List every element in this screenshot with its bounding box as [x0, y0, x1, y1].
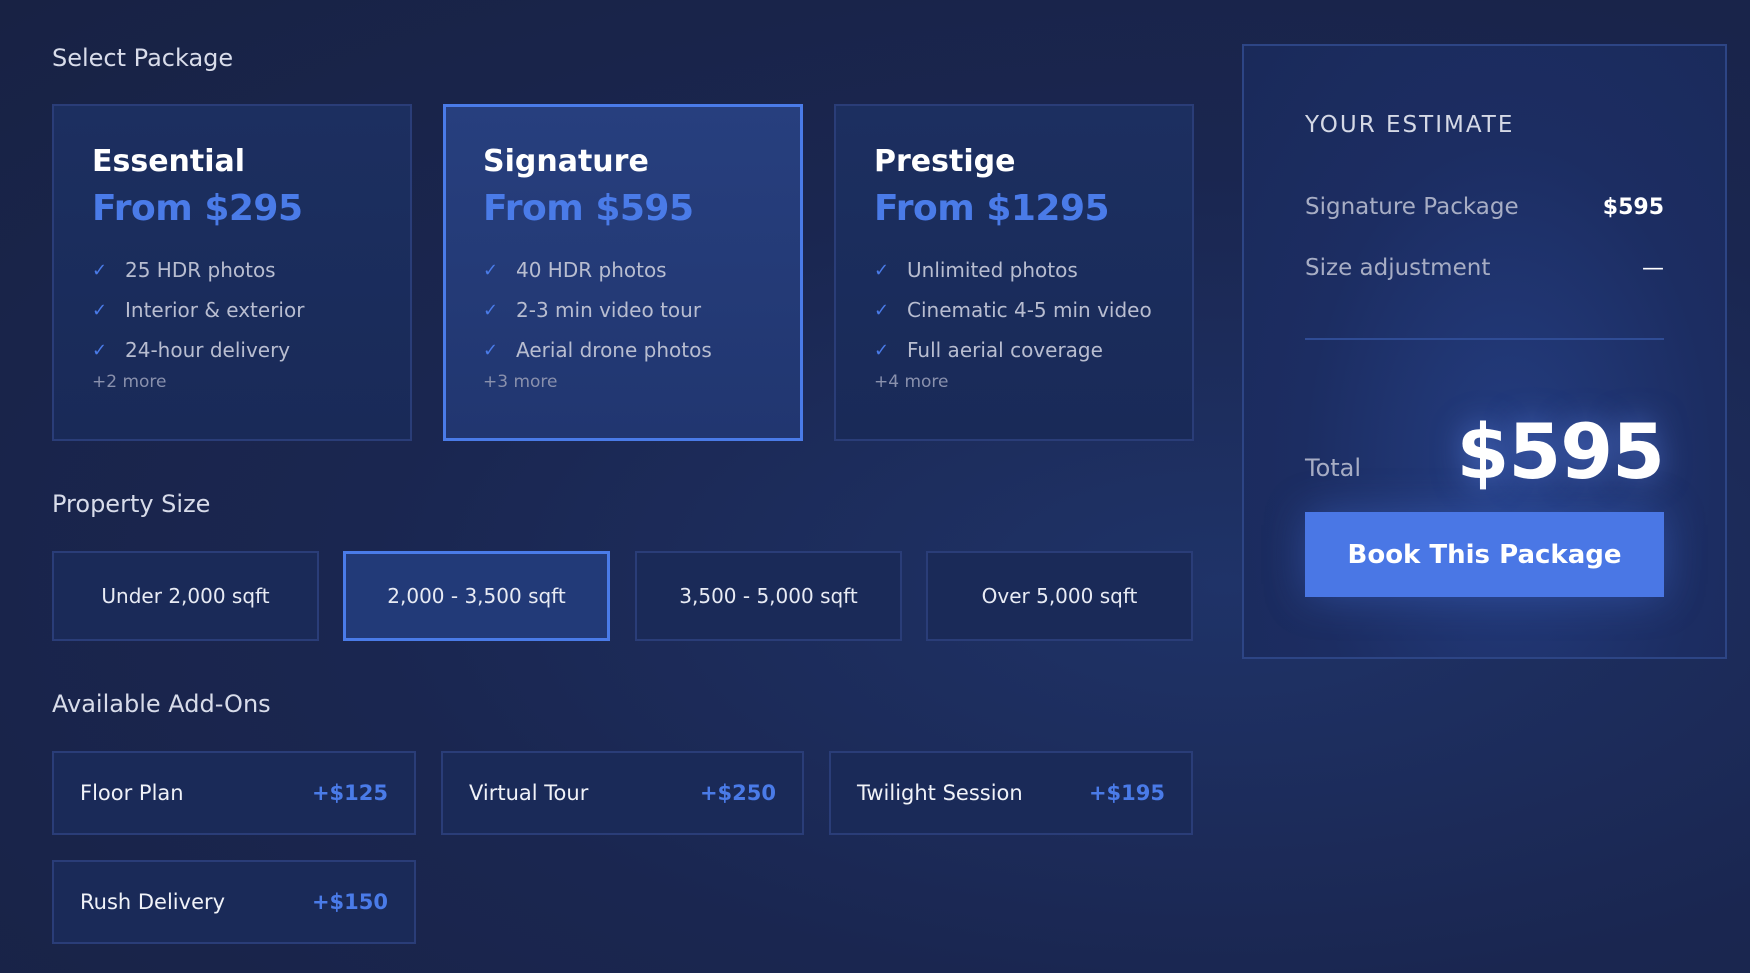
feature-item: ✓ 25 HDR photos — [92, 250, 410, 290]
divider — [1305, 338, 1664, 340]
estimate-title: YOUR ESTIMATE — [1305, 112, 1515, 138]
addon-price: +$195 — [1088, 781, 1165, 805]
feature-text: 24-hour delivery — [125, 338, 291, 362]
check-icon: ✓ — [483, 339, 499, 361]
addon-twilight-session[interactable]: Twilight Session +$195 — [829, 751, 1193, 835]
feature-item: ✓ 2-3 min video tour — [483, 290, 800, 330]
check-icon: ✓ — [874, 299, 890, 321]
section-title-size: Property Size — [52, 490, 211, 518]
check-icon: ✓ — [483, 259, 499, 281]
package-price: $595 — [1602, 194, 1664, 220]
more-features: +4 more — [874, 372, 949, 392]
more-features: +3 more — [483, 372, 558, 392]
package-label: Signature Package — [1305, 194, 1519, 220]
feature-text: 2-3 min video tour — [516, 298, 702, 322]
total-label: Total — [1305, 454, 1362, 482]
section-title-package: Select Package — [52, 44, 234, 72]
package-name: Prestige — [874, 144, 1016, 179]
estimate-size-row: Size adjustment — — [1305, 255, 1664, 281]
feature-text: Interior & exterior — [125, 298, 305, 322]
estimate-panel: YOUR ESTIMATE Signature Package $595 Size… — [1242, 44, 1727, 659]
feature-text: Cinematic 4-5 min video — [907, 298, 1152, 322]
addon-rush-delivery[interactable]: Rush Delivery +$150 — [52, 860, 416, 944]
feature-text: 40 HDR photos — [516, 258, 667, 282]
check-icon: ✓ — [874, 339, 890, 361]
feature-item: ✓ 40 HDR photos — [483, 250, 800, 290]
feature-item: ✓ Interior & exterior — [92, 290, 410, 330]
addon-name: Twilight Session — [857, 781, 1023, 805]
feature-text: 25 HDR photos — [125, 258, 276, 282]
feature-text: Unlimited photos — [907, 258, 1078, 282]
feature-item: ✓ Cinematic 4-5 min video — [874, 290, 1192, 330]
book-package-button[interactable]: Book This Package — [1305, 512, 1664, 597]
size-value: — — [1642, 255, 1664, 281]
package-price: From $295 — [92, 188, 303, 229]
addon-virtual-tour[interactable]: Virtual Tour +$250 — [441, 751, 804, 835]
estimate-package-row: Signature Package $595 — [1305, 194, 1664, 220]
addon-floor-plan[interactable]: Floor Plan +$125 — [52, 751, 416, 835]
check-icon: ✓ — [874, 259, 890, 281]
package-card-prestige[interactable]: Prestige From $1295 ✓ Unlimited photos ✓ C… — [834, 104, 1194, 441]
check-icon: ✓ — [92, 339, 108, 361]
package-card-essential[interactable]: Essential From $295 ✓ 25 HDR photos ✓ Inte… — [52, 104, 412, 441]
check-icon: ✓ — [92, 259, 108, 281]
addon-name: Floor Plan — [80, 781, 184, 805]
addon-price: +$125 — [311, 781, 388, 805]
size-option-3500-5000[interactable]: 3,500 - 5,000 sqft — [635, 551, 902, 641]
package-name: Essential — [92, 144, 246, 179]
package-price: From $1295 — [874, 188, 1110, 229]
feature-item: ✓ Full aerial coverage — [874, 330, 1192, 370]
check-icon: ✓ — [483, 299, 499, 321]
feature-text: Full aerial coverage — [907, 338, 1103, 362]
package-name: Signature — [483, 144, 649, 179]
total-row: Total $595 — [1305, 386, 1665, 496]
addon-name: Rush Delivery — [80, 890, 226, 914]
addon-price: +$150 — [311, 890, 388, 914]
size-option-over-5000[interactable]: Over 5,000 sqft — [926, 551, 1193, 641]
size-option-2000-3500[interactable]: 2,000 - 3,500 sqft — [343, 551, 610, 641]
total-amount: $595 — [1456, 407, 1665, 496]
section-title-addons: Available Add-Ons — [52, 690, 271, 718]
size-option-under-2000[interactable]: Under 2,000 sqft — [52, 551, 319, 641]
feature-item: ✓ Aerial drone photos — [483, 330, 800, 370]
feature-item: ✓ 24-hour delivery — [92, 330, 410, 370]
check-icon: ✓ — [92, 299, 108, 321]
size-label: Size adjustment — [1305, 255, 1491, 281]
package-price: From $595 — [483, 188, 694, 229]
package-card-signature[interactable]: Signature From $595 ✓ 40 HDR photos ✓ 2-3 … — [443, 104, 803, 441]
addon-name: Virtual Tour — [469, 781, 589, 805]
more-features: +2 more — [92, 372, 167, 392]
feature-item: ✓ Unlimited photos — [874, 250, 1192, 290]
feature-text: Aerial drone photos — [516, 338, 712, 362]
addon-price: +$250 — [699, 781, 776, 805]
